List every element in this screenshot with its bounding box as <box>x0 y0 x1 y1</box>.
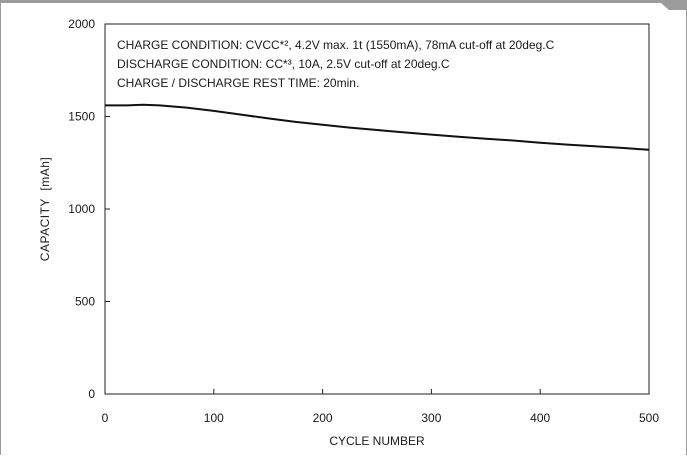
series-layer <box>105 103 650 151</box>
x-tick-label: 100 <box>204 411 224 425</box>
y-tick-label: 0 <box>88 387 95 401</box>
y-tick-label: 1500 <box>68 110 95 124</box>
y-tick-label: 500 <box>75 295 95 309</box>
x-tick-label: 300 <box>421 411 441 425</box>
annotation-discharge-condition: DISCHARGE CONDITION: CC*³, 10A, 2.5V cut… <box>117 57 450 71</box>
x-tick-label: 500 <box>639 411 659 425</box>
y-tick-label: 1000 <box>68 202 95 216</box>
x-tick-label: 200 <box>313 411 333 425</box>
header-banner <box>0 0 687 10</box>
annotation-rest-time: CHARGE / DISCHARGE REST TIME: 20min. <box>117 76 359 90</box>
x-axis-ticks: 0 100 200 300 400 500 <box>102 389 659 425</box>
x-axis-label: CYCLE NUMBER <box>329 434 425 448</box>
capacity-series-line <box>105 103 650 151</box>
annotation-block: CHARGE CONDITION: CVCC*², 4.2V max. 1t (… <box>117 38 555 90</box>
x-tick-label: 0 <box>102 411 109 425</box>
y-tick-label: 2000 <box>68 17 95 31</box>
x-tick-label: 400 <box>530 411 550 425</box>
y-axis-ticks: 0 500 1000 1500 2000 <box>68 17 110 401</box>
y-axis-label: CAPACITY [mAh] <box>38 157 52 261</box>
annotation-charge-condition: CHARGE CONDITION: CVCC*², 4.2V max. 1t (… <box>117 38 555 52</box>
